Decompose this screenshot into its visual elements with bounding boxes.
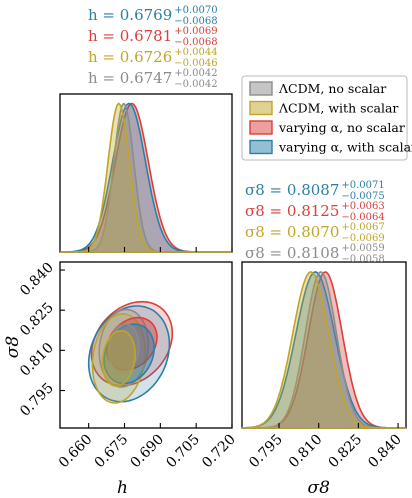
sigma8-marginal-panel [241, 261, 407, 429]
legend-label-lcdm_with_scalar: ΛCDM, with scalar [278, 101, 398, 116]
legend-label-varying_with_scalar: varying α, with scalar [278, 140, 412, 155]
h-annotation-main: h = 0.6726 [88, 48, 172, 66]
sigma8-annotation-plus: +0.0059 [341, 243, 384, 254]
sigma8-tick-label-y: 0.795 [17, 380, 57, 420]
sigma8-annotation-plus: +0.0063 [341, 201, 384, 212]
sigma8-annotation-minus: −0.0064 [341, 212, 384, 223]
sigma8-tick-label-y: 0.840 [17, 260, 57, 300]
sigma8-tick-label-x: 0.810 [286, 432, 326, 472]
sigma8-tick-label-y: 0.810 [17, 340, 57, 380]
joint-panel [59, 261, 233, 429]
h-annotation-main: h = 0.6747 [88, 69, 172, 87]
h-annotation-minus: −0.0068 [174, 37, 217, 48]
h-tick-label: 0.660 [56, 432, 96, 472]
h-annotation-minus: −0.0046 [174, 58, 217, 69]
joint-contour-95-lcdm_with_scalar [91, 312, 146, 404]
legend-swatch-varying_with_scalar [249, 139, 273, 155]
sigma8-tick-label-y: 0.825 [17, 300, 57, 340]
h-tick-label: 0.720 [199, 432, 239, 472]
joint-frame [59, 261, 233, 429]
h-annotation-main: h = 0.6769 [88, 6, 172, 24]
legend: ΛCDM, no scalar ΛCDM, with scalar varying … [241, 75, 412, 161]
h-density-varying_with_scalar [60, 102, 232, 253]
legend-swatch-lcdm_no_scalar [249, 81, 273, 96]
sigma8-annotation-plus: +0.0071 [341, 180, 384, 191]
h-marginal-panel [59, 93, 233, 253]
sigma8-density-lcdm_with_scalar [241, 271, 406, 429]
sigma8-annotation-main: σ8 = 0.8125 [245, 202, 339, 220]
h-annotation-plus: +0.0044 [174, 47, 217, 58]
legend-swatch-varying_no_scalar [249, 120, 273, 135]
legend-swatch-lcdm_with_scalar [249, 100, 273, 116]
h-tick-label: 0.690 [127, 432, 167, 472]
sigma8-axis-label-y: σ8 [3, 336, 23, 359]
sigma8-annotation-minus: −0.0069 [341, 233, 384, 244]
sigma8-tick-label-x: 0.840 [365, 432, 405, 472]
sigma8-tick-label-x: 0.825 [326, 432, 366, 472]
joint-contour-68-lcdm_no_scalar [107, 323, 140, 373]
h-annotation-minus: −0.0068 [174, 16, 217, 27]
sigma8-annotation-minus: −0.0058 [341, 254, 384, 265]
h-tick-label: 0.675 [92, 432, 132, 472]
joint-contour-95-varying_with_scalar [87, 305, 171, 403]
sigma8-annotation-plus: +0.0067 [341, 222, 384, 233]
sigma8-tick-label-x: 0.795 [246, 432, 286, 472]
h-annotation-plus: +0.0070 [174, 5, 217, 16]
legend-label-varying_no_scalar: varying α, no scalar [278, 120, 405, 135]
h-annotation-minus: −0.0042 [174, 79, 217, 90]
sigma8-annotation-minus: −0.0075 [341, 191, 384, 202]
joint-contour-68-lcdm_with_scalar [101, 329, 136, 387]
legend-frame [241, 75, 408, 161]
h-tick-label: 0.705 [163, 432, 203, 472]
joint-contour-68-varying_with_scalar [103, 323, 155, 385]
sigma8-annotation-main: σ8 = 0.8087 [245, 181, 339, 199]
h-annotation-main: h = 0.6781 [88, 27, 172, 45]
sigma8-annotation-main: σ8 = 0.8070 [245, 223, 339, 241]
sigma8-axis-label-x: σ8 [307, 478, 330, 498]
legend-label-lcdm_no_scalar: ΛCDM, no scalar [278, 81, 386, 96]
sigma8-annotation-main: σ8 = 0.8108 [245, 244, 339, 262]
h-axis-label: h [117, 478, 128, 498]
h-annotation-plus: +0.0069 [174, 26, 217, 37]
h-annotation-plus: +0.0042 [174, 68, 217, 79]
